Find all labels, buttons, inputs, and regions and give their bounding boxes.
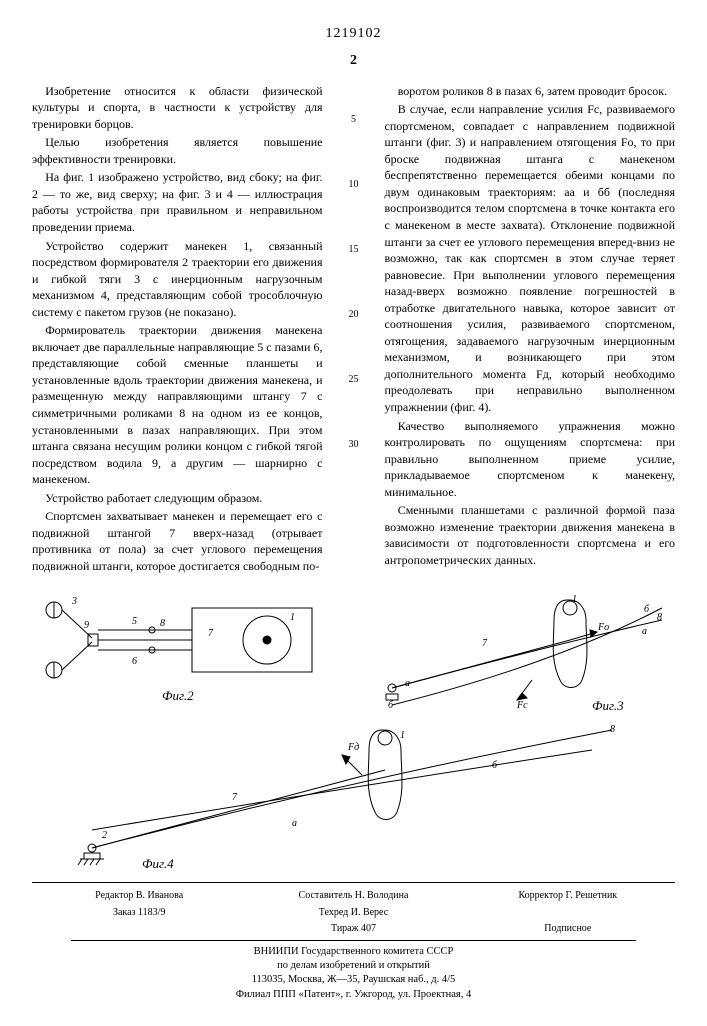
para: Целью изобретения является повышение эфф… bbox=[32, 134, 323, 167]
para: Спортсмен захватывает манекен и перемеща… bbox=[32, 508, 323, 574]
fig2-num: 3 bbox=[71, 596, 77, 607]
order: Заказ 1183/9 bbox=[32, 906, 246, 920]
tech: Техред И. Верес bbox=[246, 906, 460, 920]
fig4-num: 1 bbox=[400, 730, 405, 741]
para: Формирователь траектории движения манеке… bbox=[32, 322, 323, 487]
editor: Редактор В. Иванова bbox=[32, 889, 246, 903]
fig2-num: 7 bbox=[208, 628, 214, 639]
fig3-force: Fо bbox=[597, 622, 609, 633]
line-number: 20 bbox=[347, 308, 361, 322]
fig3-letter: б bbox=[644, 604, 650, 615]
fig2-num: 8 bbox=[160, 618, 165, 629]
line-number: 30 bbox=[347, 438, 361, 452]
fig4-force: Fд bbox=[347, 742, 359, 753]
fig4-num: 8 bbox=[610, 724, 615, 735]
footer: Редактор В. Иванова Составитель Н. Волод… bbox=[32, 882, 675, 1001]
fig2-num: 9 bbox=[84, 620, 89, 631]
fig3-force: Fс bbox=[516, 700, 528, 711]
para: Изобретение относится к области физическ… bbox=[32, 83, 323, 133]
left-column: Изобретение относится к области физическ… bbox=[32, 83, 323, 577]
para: Качество выполняемого упражнения можно к… bbox=[385, 418, 676, 501]
line-number: 25 bbox=[347, 373, 361, 387]
corrector: Корректор Г. Решетник bbox=[461, 889, 675, 903]
fig4-letter: а bbox=[292, 818, 297, 829]
fig3-label: Фиг.3 bbox=[592, 698, 624, 713]
org1: ВНИИПИ Государственного комитета СССР bbox=[32, 945, 675, 959]
fig3-num: 8 bbox=[657, 612, 662, 623]
right-column: воротом роликов 8 в пазах 6, затем прово… bbox=[385, 83, 676, 577]
para: Устройство содержит манекен 1, связанный… bbox=[32, 238, 323, 321]
signed: Подписное bbox=[461, 922, 675, 936]
line-number: 5 bbox=[347, 113, 361, 127]
fig3-letter: а bbox=[405, 678, 410, 689]
line-number-gutter: 5 10 15 20 25 30 bbox=[347, 83, 361, 577]
para: Сменными планшетами с различной формой п… bbox=[385, 502, 676, 568]
compiler: Составитель Н. Володина bbox=[246, 889, 460, 903]
fig2-label: Фиг.2 bbox=[162, 688, 194, 703]
fig4-num: 7 bbox=[232, 792, 238, 803]
page-number: 2 bbox=[32, 51, 675, 70]
line-number: 10 bbox=[347, 178, 361, 192]
fig4-label: Фиг.4 bbox=[142, 856, 174, 870]
fig3-letter: а bbox=[642, 626, 647, 637]
tirazh: Тираж 407 bbox=[246, 922, 460, 936]
fig4-letter: б bbox=[492, 760, 498, 771]
para: воротом роликов 8 в пазах 6, затем прово… bbox=[385, 83, 676, 100]
para: На фиг. 1 изображено устройство, вид сбо… bbox=[32, 169, 323, 235]
figure-4: 1 7 2 Fд а б 8 Фиг.4 bbox=[32, 720, 672, 870]
fig2-num: 6 bbox=[132, 656, 137, 667]
figure-2-3: 9 3 5 6 8 7 1 Фиг.2 1 7 8 Fс Fо bbox=[32, 590, 672, 720]
para: В случае, если направление усилия Fс, ра… bbox=[385, 101, 676, 415]
fig3-num: 7 bbox=[482, 638, 488, 649]
org2: по делам изобретений и открытий bbox=[32, 959, 675, 973]
fig3-num: 1 bbox=[572, 594, 577, 605]
text-columns: Изобретение относится к области физическ… bbox=[32, 83, 675, 577]
addr1: 113035, Москва, Ж—35, Раушская наб., д. … bbox=[32, 973, 675, 987]
line-number: 15 bbox=[347, 243, 361, 257]
fig3-letter: б bbox=[388, 700, 394, 711]
para: Устройство работает следующим образом. bbox=[32, 490, 323, 507]
patent-number: 1219102 bbox=[32, 24, 675, 43]
fig2-num: 1 bbox=[290, 612, 295, 623]
fig2-num: 5 bbox=[132, 616, 137, 627]
fig4-num: 2 bbox=[102, 830, 107, 841]
figures: 9 3 5 6 8 7 1 Фиг.2 1 7 8 Fс Fо bbox=[32, 590, 675, 870]
